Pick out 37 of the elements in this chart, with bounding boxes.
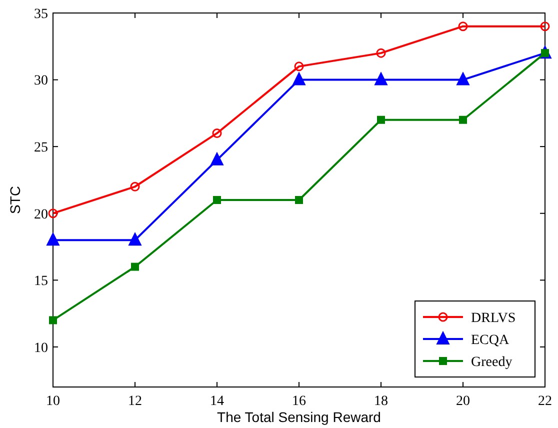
point: [456, 72, 470, 86]
point: [376, 48, 386, 58]
point: [540, 22, 550, 32]
point: [213, 196, 221, 204]
point: [46, 232, 60, 246]
y-tick-label: 35: [34, 6, 48, 22]
x-axis-title: The Total Sensing Reward: [217, 409, 381, 425]
point: [130, 182, 140, 192]
y-axis-title: STC: [7, 186, 23, 214]
y-tick-label: 30: [34, 74, 48, 89]
point: [292, 72, 306, 86]
point: [49, 316, 57, 324]
legend-label: DRLVS: [471, 310, 516, 326]
x-tick-label: 18: [374, 394, 388, 409]
x-tick-label: 14: [210, 394, 224, 409]
point: [374, 72, 388, 86]
y-tick-label: 10: [34, 340, 48, 356]
x-tick-label: 20: [456, 394, 470, 409]
point: [459, 116, 467, 124]
x-tick-label: 10: [46, 394, 60, 409]
point: [48, 208, 58, 218]
x-tick-label: 22: [538, 394, 552, 409]
point: [295, 196, 303, 204]
y-tick-label: 25: [34, 140, 48, 156]
point: [294, 62, 304, 72]
x-tick-label: 12: [128, 394, 142, 409]
point: [131, 262, 139, 271]
legend-label: ECQA: [471, 332, 510, 348]
y-tick-label: 20: [34, 207, 48, 222]
point: [128, 232, 142, 246]
point: [458, 22, 468, 32]
legend-label: Greedy: [471, 354, 512, 370]
point: [377, 116, 385, 124]
point: [210, 152, 224, 166]
x-tick-label: 16: [292, 394, 306, 409]
point: [212, 128, 222, 138]
y-tick-label: 15: [34, 274, 48, 290]
